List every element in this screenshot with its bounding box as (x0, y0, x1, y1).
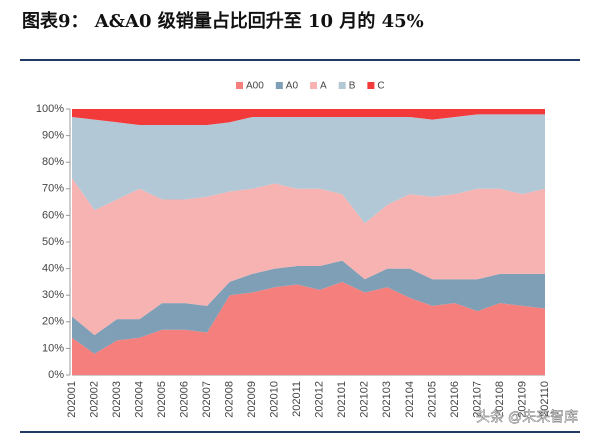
y-tick-label: 70% (42, 183, 64, 195)
legend-label: A00 (246, 81, 264, 92)
x-tick-label: 202008 (224, 381, 236, 418)
area (72, 260, 545, 354)
y-tick-label: 0% (48, 369, 64, 381)
y-tick-label: 50% (42, 236, 64, 248)
x-tick-label: 202105 (426, 381, 438, 418)
area (72, 114, 545, 224)
legend-swatch (338, 82, 346, 89)
y-tick-label: 30% (42, 289, 64, 301)
legend-swatch (275, 82, 283, 89)
legend: A00 A0 A B C (236, 81, 385, 92)
x-tick-label: 202102 (359, 381, 371, 418)
legend-label: B (349, 81, 356, 92)
y-tick-label: 10% (42, 342, 64, 354)
x-tick-label: 202009 (246, 381, 258, 418)
x-tick-label: 202107 (471, 381, 483, 418)
chart-title: 图表9： A&A0 级销量占比回升至 10 月的 45% (22, 10, 424, 32)
x-tick-label: 202110 (539, 381, 551, 417)
x-tick-label: 202002 (88, 381, 100, 418)
x-tick-label: 202007 (201, 381, 213, 418)
legend-label: A (320, 81, 327, 92)
y-tick-label: 100% (36, 103, 64, 115)
legend-label: C (377, 81, 384, 92)
watermark: 头条 @未来智库 (476, 409, 578, 425)
x-tick-label: 202012 (314, 381, 326, 418)
x-tick-label: 202104 (404, 381, 416, 418)
x-tick-label: 202101 (336, 381, 348, 418)
x-tick-label: 202011 (291, 381, 303, 417)
area (72, 109, 545, 125)
y-tick-label: 20% (42, 316, 64, 328)
x-tick-label: 202103 (381, 381, 393, 418)
x-tick-label: 202005 (156, 381, 168, 418)
y-tick-label: 40% (42, 263, 64, 275)
x-tick-label: 202010 (269, 381, 281, 418)
x-tick-label: 202108 (494, 381, 506, 418)
legend-swatch (367, 82, 375, 89)
x-tick-label: 202106 (449, 381, 461, 418)
x-tick-label: 202001 (66, 381, 78, 418)
x-tick-label: 202003 (111, 381, 123, 418)
area (72, 178, 545, 336)
y-tick-label: 90% (42, 130, 64, 142)
area (72, 281, 545, 375)
x-tick-label: 202109 (516, 381, 528, 418)
legend-swatch (236, 82, 243, 89)
y-tick-label: 80% (42, 156, 64, 168)
y-tick-label: 60% (42, 209, 64, 221)
x-tick-label: 202006 (179, 381, 191, 418)
x-tick-label: 202004 (133, 381, 145, 418)
legend-swatch (310, 82, 318, 89)
legend-label: A0 (286, 81, 299, 92)
